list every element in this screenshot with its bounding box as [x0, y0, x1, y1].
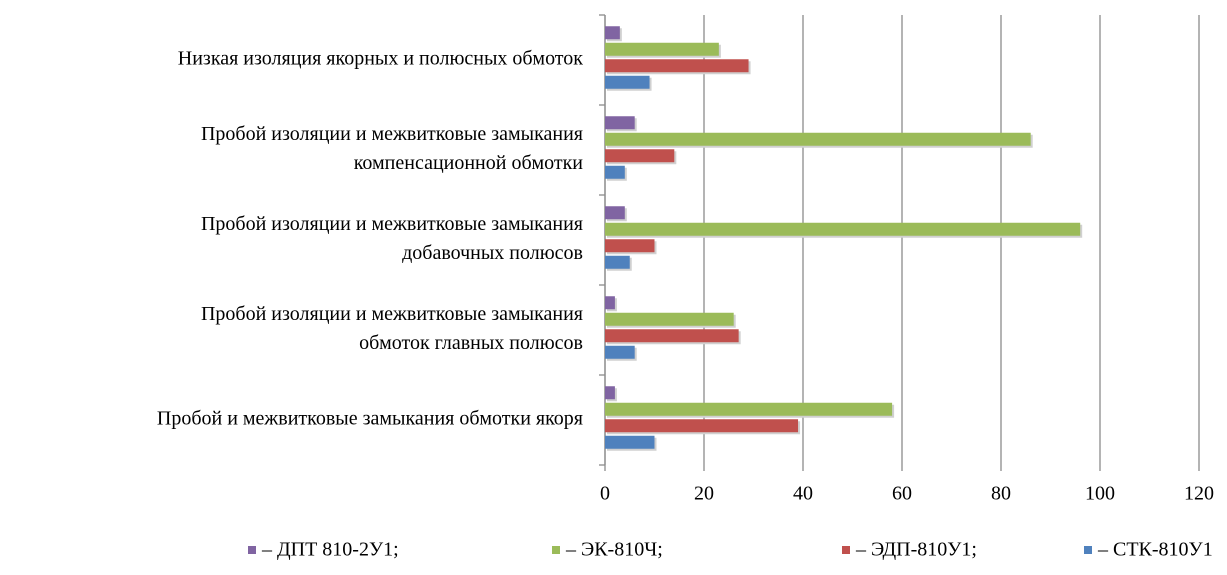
bar: [605, 59, 749, 73]
legend-marker: [1084, 546, 1092, 554]
y-tick-label: Пробой изоляции и межвитковые замыкания: [201, 213, 583, 235]
bar: [605, 75, 650, 89]
y-tick-label: Пробой изоляции и межвитковые замыкания: [201, 303, 583, 325]
y-tick-label: добавочных полюсов: [402, 242, 583, 264]
legend-marker: [248, 546, 256, 554]
y-tick-label: Низкая изоляция якорных и полюсных обмот…: [178, 48, 584, 70]
x-tick-label: 20: [694, 483, 714, 505]
bar: [605, 116, 635, 130]
x-tick-label: 100: [1085, 483, 1115, 505]
legend-label: – ЭК-810Ч;: [565, 539, 663, 561]
bar: [605, 42, 719, 56]
bar: [605, 296, 615, 310]
bar: [605, 222, 1081, 236]
legend-label: – ДПТ 810-2У1;: [261, 539, 399, 561]
bar: [605, 329, 739, 343]
legend-marker: [552, 546, 560, 554]
y-tick-label: Пробой и межвитковые замыкания обмотки я…: [157, 408, 583, 430]
bar: [605, 149, 675, 163]
legend-marker: [842, 546, 850, 554]
bar: [605, 386, 615, 400]
y-tick-label: обмоток главных полюсов: [359, 332, 583, 354]
x-tick-label: 40: [793, 483, 813, 505]
bar: [605, 345, 635, 359]
bar: [605, 312, 734, 326]
x-tick-label: 60: [892, 483, 912, 505]
bar: [605, 255, 630, 269]
bar: [605, 402, 893, 416]
x-tick-label: 80: [991, 483, 1011, 505]
bar: [605, 206, 625, 220]
bar: [605, 165, 625, 179]
x-tick-label: 120: [1184, 483, 1214, 505]
y-tick-label: Пробой изоляции и межвитковые замыкания: [201, 123, 583, 145]
bar: [605, 435, 655, 449]
y-tick-label: компенсационной обмотки: [354, 152, 584, 174]
bar: [605, 132, 1031, 146]
x-tick-label: 0: [600, 483, 610, 505]
bar: [605, 419, 799, 433]
legend-label: – СТК-810У1: [1097, 539, 1213, 561]
bar: [605, 26, 620, 40]
bar: [605, 239, 655, 253]
legend-label: – ЭДП-810У1;: [855, 539, 977, 561]
